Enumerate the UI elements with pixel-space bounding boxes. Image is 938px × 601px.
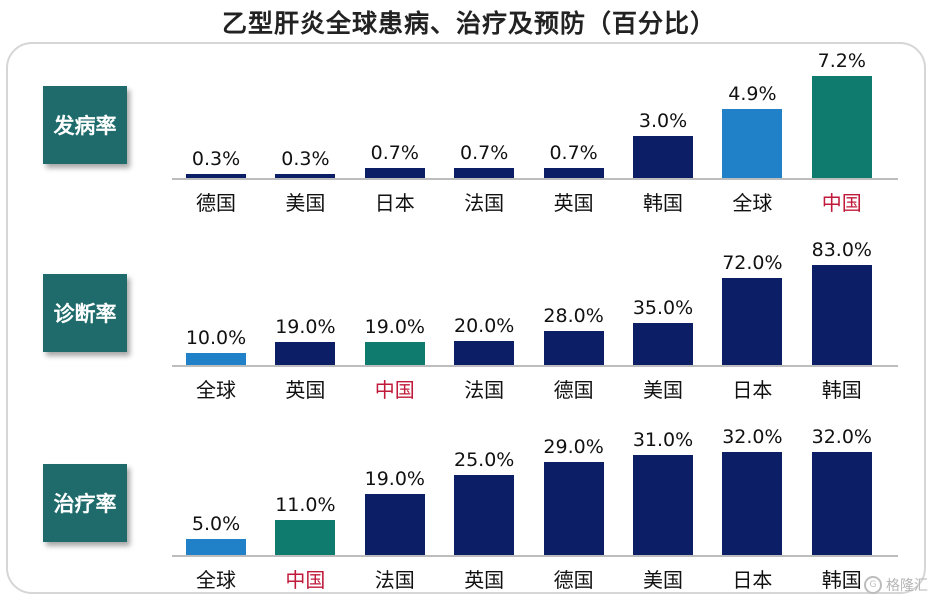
bar — [633, 322, 693, 365]
bar — [275, 342, 336, 365]
bar — [543, 168, 604, 178]
bar — [543, 461, 604, 555]
bar — [275, 519, 336, 555]
category-label: 德国 — [553, 568, 594, 592]
bar — [275, 173, 336, 178]
category-label: 德国 — [553, 378, 594, 402]
category-label: 韩国 — [643, 191, 683, 215]
data-label: 20.0% — [454, 314, 515, 337]
data-label: 7.2% — [817, 50, 866, 72]
chart-panel — [6, 42, 926, 594]
data-label: 10.0% — [185, 326, 247, 349]
watermark: G 格隆汇 — [864, 575, 928, 595]
data-label: 19.0% — [364, 467, 425, 490]
data-label: 29.0% — [543, 435, 604, 458]
bar — [633, 135, 693, 178]
bar — [454, 474, 515, 555]
category-label: 日本 — [732, 568, 773, 592]
bar — [811, 265, 872, 365]
bar — [454, 340, 515, 365]
category-label: 法国 — [464, 191, 505, 215]
bar — [364, 168, 425, 178]
category-label: 全球 — [732, 191, 773, 215]
bar — [722, 452, 783, 555]
data-label: 11.0% — [275, 493, 336, 516]
data-label: 19.0% — [364, 316, 425, 339]
category-label: 全球 — [196, 378, 236, 402]
x-axis-line — [172, 365, 898, 367]
data-label: 0.7% — [549, 142, 598, 165]
category-label: 英国 — [464, 568, 505, 592]
data-label: 19.0% — [275, 316, 336, 339]
category-label: 美国 — [285, 191, 326, 215]
category-label: 日本 — [374, 191, 415, 215]
bar — [543, 331, 604, 365]
category-label: 韩国 — [821, 378, 862, 402]
data-label: 0.3% — [191, 147, 241, 170]
bar — [186, 173, 246, 178]
category-label: 韩国 — [821, 568, 862, 592]
category-label: 日本 — [732, 378, 773, 402]
bar — [722, 278, 783, 365]
data-label: 3.0% — [638, 109, 688, 132]
watermark-text: 格隆汇 — [886, 578, 928, 594]
category-label: 中国 — [821, 191, 862, 215]
bar — [454, 168, 515, 178]
data-label: 32.0% — [722, 426, 783, 448]
bar — [186, 352, 246, 365]
data-label: 4.9% — [728, 82, 777, 105]
data-label: 35.0% — [632, 296, 694, 319]
data-label: 83.0% — [811, 239, 872, 261]
data-label: 28.0% — [543, 305, 604, 328]
category-label: 法国 — [374, 568, 415, 592]
bar — [364, 342, 425, 365]
category-label: 德国 — [196, 191, 236, 215]
category-label: 中国 — [374, 378, 415, 402]
data-label: 32.0% — [811, 426, 872, 448]
data-label: 0.7% — [370, 142, 419, 165]
row-label-2: 治疗率 — [43, 464, 127, 542]
data-label: 72.0% — [722, 252, 783, 275]
data-label: 0.7% — [460, 142, 509, 165]
category-label: 全球 — [196, 568, 236, 592]
bar — [722, 108, 783, 178]
x-axis-line — [172, 555, 898, 557]
category-label: 英国 — [553, 191, 594, 215]
data-label: 31.0% — [632, 429, 694, 452]
x-axis-line — [172, 178, 898, 180]
category-label: 法国 — [464, 378, 505, 402]
bar — [633, 455, 693, 555]
category-label: 美国 — [643, 378, 683, 402]
data-label: 5.0% — [191, 512, 241, 535]
row-label-1: 诊断率 — [43, 274, 127, 352]
bar — [811, 452, 872, 555]
bar — [364, 493, 425, 555]
category-label: 中国 — [285, 568, 326, 592]
data-label: 25.0% — [454, 448, 515, 471]
bar — [186, 538, 246, 555]
category-label: 英国 — [285, 378, 326, 402]
bar — [811, 76, 872, 178]
category-label: 美国 — [643, 568, 683, 592]
g-logo-icon: G — [864, 576, 882, 594]
chart-title: 乙型肝炎全球患病、治疗及预防（百分比） — [221, 9, 716, 38]
data-label: 0.3% — [281, 147, 330, 170]
row-label-0: 发病率 — [43, 86, 127, 164]
